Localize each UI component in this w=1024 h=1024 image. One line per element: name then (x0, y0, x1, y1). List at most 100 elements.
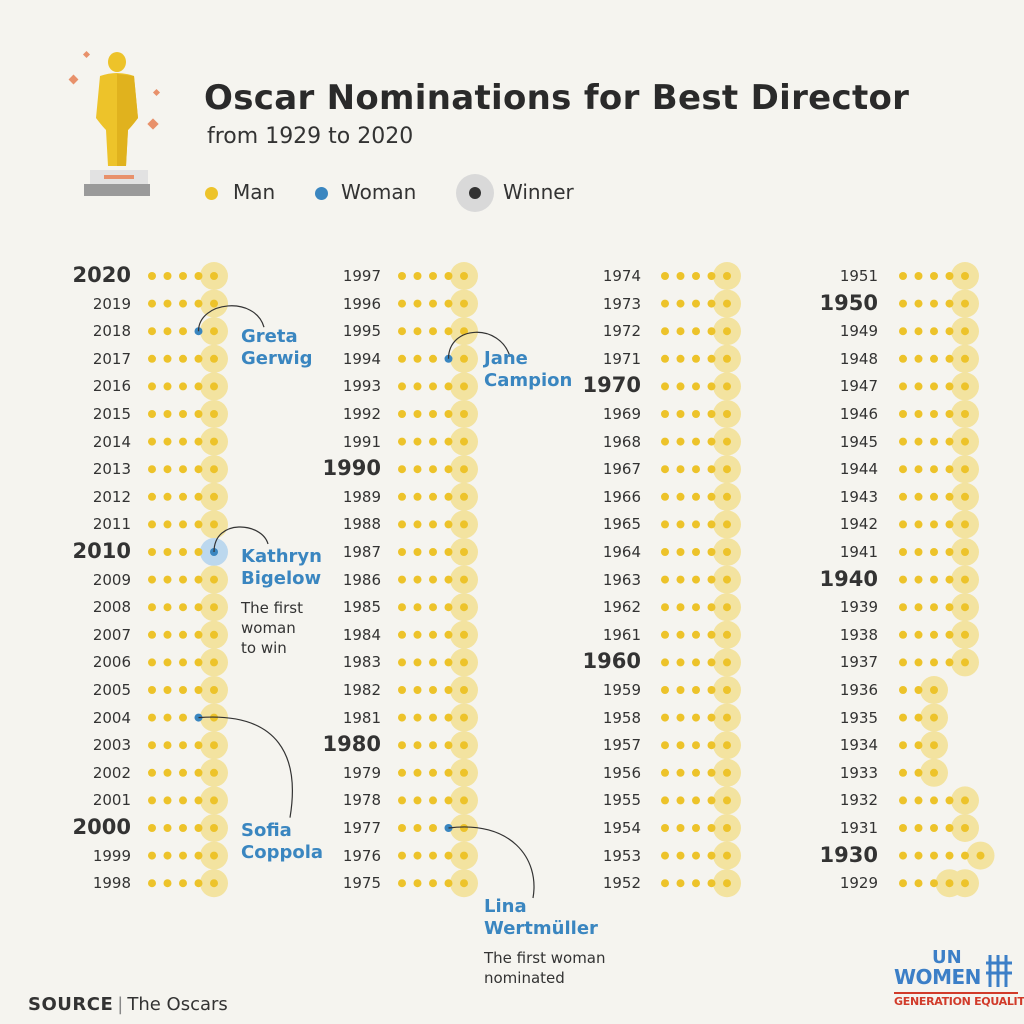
winner-halo (951, 814, 979, 842)
man-nominee-dot (707, 327, 716, 336)
man-nominee-dot (194, 410, 203, 418)
year-label: 1976 (342, 846, 381, 865)
year-label: 2011 (92, 515, 131, 534)
winner-halo (713, 510, 741, 539)
man-nominee-dot (148, 437, 156, 446)
man-nominee-dot (899, 851, 907, 860)
man-nominee-dot (914, 465, 923, 474)
year-label: 2009 (92, 570, 131, 589)
man-nominee-dot (961, 299, 969, 308)
year-label: 1951 (839, 267, 878, 285)
man-nominee-dot (429, 796, 437, 805)
man-nominee-dot (413, 354, 422, 363)
year-label: 1975 (342, 874, 381, 893)
year-label: 1978 (342, 791, 381, 810)
man-nominee-dot (210, 272, 218, 280)
year-label: 1961 (602, 625, 641, 644)
man-nominee-dot (179, 603, 187, 612)
man-nominee-dot (723, 713, 731, 722)
year-label: 1991 (342, 432, 381, 451)
winner-halo (450, 510, 478, 539)
winner-halo (713, 317, 741, 346)
winner-halo (935, 869, 964, 898)
year-label: 2013 (92, 460, 131, 479)
man-nominee-dot (163, 824, 172, 832)
man-nominee-dot (210, 465, 218, 474)
man-nominee-dot (723, 492, 731, 501)
man-nominee-dot (723, 741, 731, 750)
man-nominee-dot (676, 410, 685, 418)
man-nominee-dot (676, 630, 685, 639)
man-nominee-dot (398, 658, 406, 667)
year-label: 1965 (602, 515, 641, 534)
man-nominee-dot (914, 630, 923, 639)
man-nominee-dot (398, 382, 406, 391)
man-nominee-dot (148, 354, 156, 363)
year-label: 1964 (602, 543, 641, 561)
man-nominee-dot (961, 851, 969, 860)
annotation-name: Lina (484, 896, 527, 917)
year-label: 1973 (602, 294, 641, 313)
year-label: 1955 (602, 791, 641, 810)
winner-halo (713, 400, 741, 428)
man-nominee-dot (163, 575, 172, 584)
winner-halo (951, 372, 979, 401)
winner-halo (713, 593, 741, 622)
man-nominee-dot (460, 658, 468, 667)
year-label: 1972 (602, 322, 641, 341)
man-nominee-dot (398, 879, 406, 888)
man-nominee-dot (179, 575, 187, 584)
man-nominee-dot (961, 658, 969, 667)
year-label: 1984 (342, 625, 381, 644)
winner-halo (951, 593, 979, 622)
man-nominee-dot (413, 768, 422, 777)
man-nominee-dot (707, 354, 716, 363)
winner-halo (200, 455, 228, 484)
year-label: 2002 (92, 763, 131, 782)
winner-halo (200, 731, 228, 760)
man-nominee-dot (429, 824, 437, 832)
year-label: 2012 (92, 487, 131, 506)
man-nominee-dot (148, 630, 156, 639)
man-nominee-dot (661, 492, 669, 501)
man-nominee-dot (961, 575, 969, 584)
man-nominee-dot (210, 768, 218, 777)
legend-winner-label: Winner (503, 180, 574, 204)
year-label: 1935 (839, 708, 878, 727)
man-nominee-dot (899, 327, 907, 336)
annotation-note: woman (241, 619, 296, 637)
man-nominee-dot (444, 630, 453, 639)
year-label: 1974 (602, 267, 641, 285)
winner-halo (450, 344, 478, 373)
man-nominee-dot (398, 437, 406, 446)
man-nominee-dot (460, 327, 468, 336)
legend-woman-swatch (315, 187, 328, 200)
man-nominee-dot (930, 713, 938, 722)
man-nominee-dot (413, 520, 422, 529)
year-label: 1944 (839, 460, 878, 479)
man-nominee-dot (914, 410, 923, 418)
man-nominee-dot (398, 796, 406, 805)
man-nominee-dot (961, 824, 969, 832)
man-nominee-dot (210, 410, 218, 418)
man-nominee-dot (163, 437, 172, 446)
man-nominee-dot (398, 299, 406, 308)
man-nominee-dot (148, 879, 156, 888)
man-nominee-dot (179, 768, 187, 777)
man-nominee-dot (163, 382, 172, 391)
man-nominee-dot (163, 741, 172, 750)
winner-halo (200, 703, 228, 732)
winner-halo (713, 814, 741, 842)
year-label: 1982 (342, 681, 381, 699)
winner-halo (713, 841, 741, 870)
man-nominee-dot (148, 410, 156, 418)
man-nominee-dot (460, 768, 468, 777)
year-label: 2020 (72, 263, 131, 287)
man-nominee-dot (398, 327, 406, 336)
man-nominee-dot (692, 796, 700, 805)
man-nominee-dot (460, 851, 468, 860)
man-nominee-dot (961, 382, 969, 391)
man-nominee-dot (899, 354, 907, 363)
man-nominee-dot (413, 713, 422, 722)
winner-halo (713, 703, 741, 732)
